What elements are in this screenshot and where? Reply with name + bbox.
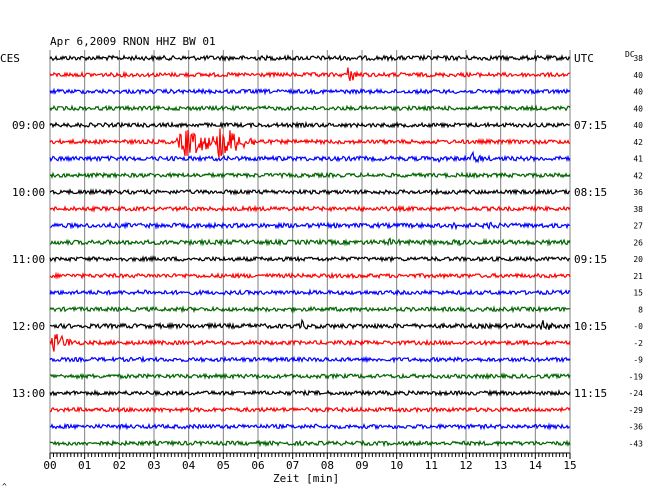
dc-offset-label: -2 xyxy=(633,339,643,348)
trace-row-8 xyxy=(49,187,571,197)
x-tick-label: 09 xyxy=(355,459,368,472)
dc-offset-label: 38 xyxy=(633,54,643,63)
right-hour-label: 08:15 xyxy=(574,186,607,199)
seismic-traces xyxy=(49,53,571,448)
left-hour-label: 09:00 xyxy=(12,119,45,132)
left-hour-labels: 09:00 10:00 11:00 12:00 13:00 xyxy=(12,119,45,400)
dc-offset-label: 21 xyxy=(633,272,643,281)
dc-offset-label: 40 xyxy=(633,104,643,113)
dc-offset-label: 8 xyxy=(638,305,643,314)
dc-offset-labels: 38 40 40 40 40 42 41 42 36 38 27 26 20 21 15 8 -0 -2 -9 -19… xyxy=(629,54,644,448)
trace-row-21 xyxy=(49,405,571,414)
dc-offset-label: 41 xyxy=(633,155,643,164)
dc-offset-label: -29 xyxy=(629,406,644,415)
left-hour-label: 11:00 xyxy=(12,253,45,266)
right-hour-label: 07:15 xyxy=(574,119,607,132)
x-tick-label: 03 xyxy=(147,459,160,472)
x-tick-label: 07 xyxy=(286,459,299,472)
trace-row-18 xyxy=(49,355,571,364)
left-hour-label: 13:00 xyxy=(12,387,45,400)
trace-row-5 xyxy=(49,128,571,159)
x-tick-label: 11 xyxy=(425,459,438,472)
trace-row-4 xyxy=(49,120,571,130)
trace-row-10 xyxy=(50,221,571,231)
trace-row-20 xyxy=(49,388,571,397)
dc-offset-label: 38 xyxy=(633,205,643,214)
grid-lines xyxy=(49,50,571,453)
dc-offset-label: -43 xyxy=(629,439,644,448)
trace-row-11 xyxy=(49,237,571,247)
trace-row-14 xyxy=(49,288,571,297)
right-hour-label: 10:15 xyxy=(574,320,607,333)
trace-row-12 xyxy=(49,255,571,264)
dc-offset-label: -0 xyxy=(633,322,643,331)
chart-title: Apr 6,2009 RNON HHZ BW 01 xyxy=(50,35,216,48)
dc-offset-label: 27 xyxy=(633,222,643,231)
dc-offset-label: 36 xyxy=(633,188,643,197)
trace-row-19 xyxy=(49,372,571,381)
left-hour-label: 10:00 xyxy=(12,186,45,199)
x-tick-label: 12 xyxy=(459,459,472,472)
right-hour-label: UTC xyxy=(574,52,594,65)
dc-offset-label: -36 xyxy=(629,423,644,432)
trace-row-16 xyxy=(49,318,571,331)
trace-row-3 xyxy=(49,104,571,113)
x-axis-label: Zeit [min] xyxy=(273,472,339,485)
trace-row-23 xyxy=(49,439,571,448)
dc-offset-label: -24 xyxy=(629,389,644,398)
x-tick-label: 00 xyxy=(43,459,56,472)
trace-row-2 xyxy=(49,87,571,96)
x-tick-label: 05 xyxy=(217,459,230,472)
x-tick-label: 04 xyxy=(182,459,196,472)
x-tick-label: 01 xyxy=(78,459,91,472)
dc-offset-label: 40 xyxy=(633,121,643,130)
dc-offset-label: 42 xyxy=(633,171,643,180)
trace-row-17 xyxy=(49,333,571,352)
right-hour-label: 09:15 xyxy=(574,253,607,266)
x-tick-label: 06 xyxy=(251,459,264,472)
dc-offset-label: 26 xyxy=(633,238,643,247)
x-tick-label: 15 xyxy=(563,459,576,472)
x-tick-label: 13 xyxy=(494,459,507,472)
left-timezone-label: CES xyxy=(0,52,20,65)
trace-row-15 xyxy=(49,305,571,314)
x-axis: 00 01 02 03 04 05 06 07 08 09 10 11 12 13 14 15 xyxy=(43,452,577,472)
trace-row-0 xyxy=(49,53,571,63)
dc-offset-label: 40 xyxy=(633,88,643,97)
trace-row-1 xyxy=(49,67,571,82)
right-hour-label: 11:15 xyxy=(574,387,607,400)
x-tick-label: 08 xyxy=(321,459,334,472)
dc-offset-label: 40 xyxy=(633,71,643,80)
trace-row-13 xyxy=(49,271,571,280)
dc-offset-label: 15 xyxy=(633,289,643,298)
dc-offset-label: 42 xyxy=(633,138,643,147)
dc-offset-label: -19 xyxy=(629,372,644,381)
trace-row-22 xyxy=(49,422,571,431)
trace-row-6 xyxy=(49,150,571,164)
dc-offset-label: -9 xyxy=(633,356,643,365)
dc-offset-label: 20 xyxy=(633,255,643,264)
x-tick-label: 14 xyxy=(529,459,543,472)
trace-row-9 xyxy=(49,204,571,214)
left-hour-label: 12:00 xyxy=(12,320,45,333)
right-hour-labels: UTC 07:15 08:15 09:15 10:15 11:15 xyxy=(574,52,607,400)
dc-label: DC xyxy=(625,50,635,59)
corner-mark: ^ xyxy=(2,482,7,491)
trace-row-7 xyxy=(49,171,571,180)
x-tick-label: 02 xyxy=(113,459,126,472)
x-tick-label: 10 xyxy=(390,459,403,472)
